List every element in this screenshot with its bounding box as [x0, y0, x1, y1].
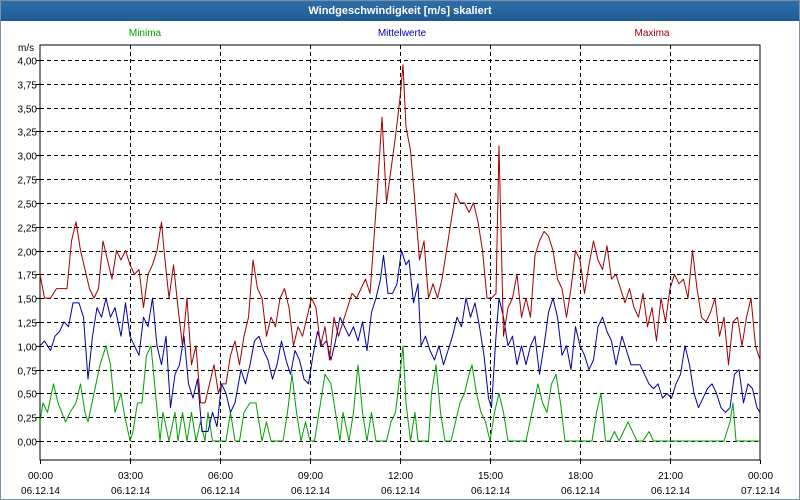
x-tick-date-label: 07.12.14 [741, 486, 780, 497]
legend-maxima: Maxima [634, 28, 669, 39]
y-tick-label: 1,00 [18, 343, 38, 354]
x-tick-date-label: 06.12.14 [21, 486, 60, 497]
y-tick-label: 2,50 [18, 200, 38, 211]
y-tick-label: 1,75 [18, 271, 38, 282]
x-tick-time-label: 18:00 [568, 471, 593, 482]
series-line-mittelwerte [39, 250, 761, 432]
x-tick-time-label: 00:00 [28, 471, 53, 482]
series-line-minima [39, 345, 760, 442]
y-tick-label: 1,50 [18, 295, 38, 306]
y-tick-label: 3,25 [18, 128, 38, 139]
y-tick-label: 0,75 [18, 367, 38, 378]
x-tick-date-label: 06.12.14 [471, 486, 510, 497]
y-tick-label: 2,00 [18, 248, 38, 259]
y-tick-label: 0,50 [18, 390, 38, 401]
y-tick-label: 3,50 [18, 105, 38, 116]
x-tick-time-label: 06:00 [208, 471, 233, 482]
x-tick-date-label: 06.12.14 [381, 486, 420, 497]
y-tick-label: 0,00 [18, 438, 38, 449]
x-tick-time-label: 03:00 [118, 471, 143, 482]
x-tick-time-label: 09:00 [298, 471, 323, 482]
x-tick-time-label: 00:00 [748, 471, 773, 482]
y-tick-label: 2,25 [18, 224, 38, 235]
y-tick-label: 3,00 [18, 152, 38, 163]
legend-mittelwerte: Mittelwerte [378, 28, 427, 39]
chart-title: Windgeschwindigkeit [m/s] skaliert [1, 1, 799, 21]
x-tick-time-label: 21:00 [658, 471, 683, 482]
y-axis-label: m/s [18, 43, 34, 54]
y-tick-label: 3,75 [18, 81, 38, 92]
y-tick-label: 2,75 [18, 176, 38, 187]
x-tick-date-label: 06.12.14 [561, 486, 600, 497]
x-tick-date-label: 06.12.14 [201, 486, 240, 497]
y-tick-label: 4,00 [18, 57, 38, 68]
x-tick-date-label: 06.12.14 [291, 486, 330, 497]
y-tick-label: 0,25 [18, 414, 38, 425]
x-tick-date-label: 06.12.14 [651, 486, 690, 497]
y-tick-label: 1,25 [18, 319, 38, 330]
x-tick-time-label: 12:00 [388, 471, 413, 482]
x-tick-date-label: 06.12.14 [111, 486, 150, 497]
legend-minima: Minima [129, 28, 162, 39]
x-tick-time-label: 15:00 [478, 471, 503, 482]
series-line-maxima [39, 64, 761, 404]
